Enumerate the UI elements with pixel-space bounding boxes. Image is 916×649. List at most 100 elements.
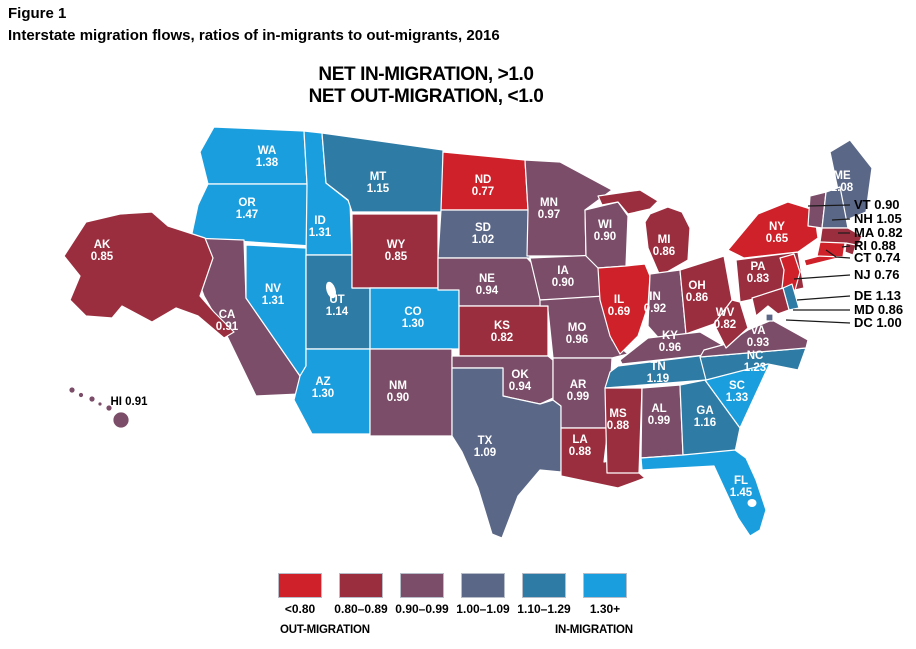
state-ct <box>816 241 846 258</box>
legend-item-5: 1.30+ <box>583 573 627 616</box>
callout-label-nh: NH 1.05 <box>854 211 902 226</box>
callout-label-md: MD 0.86 <box>854 302 903 317</box>
state-mi-part2 <box>644 206 691 277</box>
state-label-mo: MO 0.96 <box>566 322 588 346</box>
legend-label-1-10-1-29: 1.10–1.29 <box>517 602 571 616</box>
callout-line-nj <box>793 274 851 280</box>
legend-label-1-00-1-09: 1.00–1.09 <box>456 602 510 616</box>
state-label-ks: KS 0.82 <box>491 320 513 344</box>
state-label-oh: OH 0.86 <box>686 280 708 304</box>
state-label-hi: HI 0.91 <box>110 396 148 408</box>
callout-line-dc <box>785 319 851 324</box>
state-ak <box>63 211 235 339</box>
state-hi-island-2 <box>78 392 84 398</box>
legend-swatch-1-30-plus <box>583 573 627 598</box>
headline-line-2: NET OUT-MIGRATION, <1.0 <box>308 86 544 107</box>
legend-label-0-90-0-99: 0.90–0.99 <box>395 602 449 616</box>
legend-caption-out-migration: OUT-MIGRATION <box>280 624 370 636</box>
legend-caption-in-migration: IN-MIGRATION <box>555 624 633 636</box>
state-hi-island-5 <box>105 404 113 412</box>
state-fl <box>640 449 767 537</box>
state-mi <box>597 189 659 215</box>
state-label-ut: UT 1.14 <box>326 294 349 318</box>
state-label-il: IL 0.69 <box>608 294 630 318</box>
state-label-wa: WA 1.38 <box>256 145 279 169</box>
callout-label-de: DE 1.13 <box>854 288 901 303</box>
state-label-nc: NC 1.23 <box>744 350 766 374</box>
state-label-wi: WI 0.90 <box>594 219 616 243</box>
great-salt-lake-icon <box>325 281 337 299</box>
state-label-mt: MT 1.15 <box>367 171 390 195</box>
legend-item-4: 1.10–1.29 <box>517 573 571 616</box>
state-label-ok: OK 0.94 <box>509 369 532 393</box>
state-label-ca: CA 0.91 <box>216 309 239 333</box>
callout-label-dc: DC 1.00 <box>854 315 902 330</box>
state-label-nd: ND 0.77 <box>472 174 494 198</box>
legend-swatch-lt-0-80 <box>278 573 322 598</box>
state-label-me: ME 1.08 <box>831 170 854 194</box>
state-hi-island-4 <box>97 401 103 407</box>
state-label-la: LA 0.88 <box>569 434 592 458</box>
state-label-mn: MN 0.97 <box>538 197 560 221</box>
state-label-ga: GA 1.16 <box>694 405 716 429</box>
state-ma <box>819 227 863 247</box>
state-wv <box>713 299 749 349</box>
lake-okeechobee-icon <box>747 499 757 507</box>
state-label-tn: TN 1.19 <box>647 361 669 385</box>
state-hi-island-3 <box>88 395 96 403</box>
state-label-pa: PA 0.83 <box>747 261 769 285</box>
map-headline: NET IN-MIGRATION, >1.0 NET OUT-MIGRATION… <box>309 64 544 108</box>
state-label-ms: MS 0.88 <box>607 408 630 432</box>
state-label-ak: AK 0.85 <box>91 239 114 263</box>
state-label-va: VA 0.93 <box>747 325 769 349</box>
callout-label-ct: CT 0.74 <box>854 250 901 265</box>
state-label-ia: IA 0.90 <box>552 265 574 289</box>
state-label-sc: SC 1.33 <box>726 380 748 404</box>
state-tx <box>451 367 562 539</box>
legend-item-2: 0.90–0.99 <box>395 573 449 616</box>
state-ms <box>604 387 643 474</box>
state-label-az: AZ 1.30 <box>312 376 334 400</box>
legend-label-lt-0-80: <0.80 <box>284 602 316 616</box>
state-label-al: AL 0.99 <box>648 403 670 427</box>
state-label-ar: AR 0.99 <box>567 379 589 403</box>
state-label-co: CO 1.30 <box>402 306 424 330</box>
state-label-sd: SD 1.02 <box>472 222 494 246</box>
state-hi-island-1 <box>68 386 76 394</box>
state-md <box>751 287 790 317</box>
state-mt <box>321 132 444 213</box>
state-ga <box>679 379 741 456</box>
state-label-in: IN 0.92 <box>644 291 666 315</box>
state-label-nm: NM 0.90 <box>387 380 409 404</box>
state-label-id: ID 1.31 <box>309 215 332 239</box>
state-labels-layer: WA 1.38 OR 1.47 CA 0.91 AK 0.85 HI 0.91 ID 1.31 NV 1… <box>91 145 854 499</box>
callout-label-ma: MA 0.82 <box>854 225 903 240</box>
state-label-ny: NY 0.65 <box>766 221 789 245</box>
legend-item-3: 1.00–1.09 <box>456 573 510 616</box>
headline-line-1: NET IN-MIGRATION, >1.0 <box>318 64 534 85</box>
state-il <box>597 263 651 355</box>
state-nm <box>369 348 453 437</box>
state-or <box>190 183 312 247</box>
figure-title: Interstate migration flows, ratios of in… <box>8 27 500 44</box>
state-label-nv: NV 1.31 <box>262 283 285 307</box>
state-dc <box>765 313 774 322</box>
legend-swatch-1-10-1-29 <box>522 573 566 598</box>
callout-label-nj: NJ 0.76 <box>854 267 900 282</box>
states-layer <box>63 126 873 539</box>
callout-line-de <box>796 295 851 301</box>
callout-line-ct <box>825 249 851 259</box>
callout-label-ri: RI 0.88 <box>854 238 896 253</box>
callout-line-vt <box>807 204 851 207</box>
state-label-or: OR 1.47 <box>236 197 258 221</box>
callout-line-nh <box>831 218 851 221</box>
map-legend: <0.80 0.80–0.89 0.90–0.99 1.00–1.09 1.10… <box>278 573 627 616</box>
lakes-layer <box>325 281 757 507</box>
callout-label-vt: VT 0.90 <box>854 197 900 212</box>
state-label-wy: WY 0.85 <box>385 239 408 263</box>
legend-swatch-0-90-0-99 <box>400 573 444 598</box>
legend-label-1-30-plus: 1.30+ <box>589 602 621 616</box>
